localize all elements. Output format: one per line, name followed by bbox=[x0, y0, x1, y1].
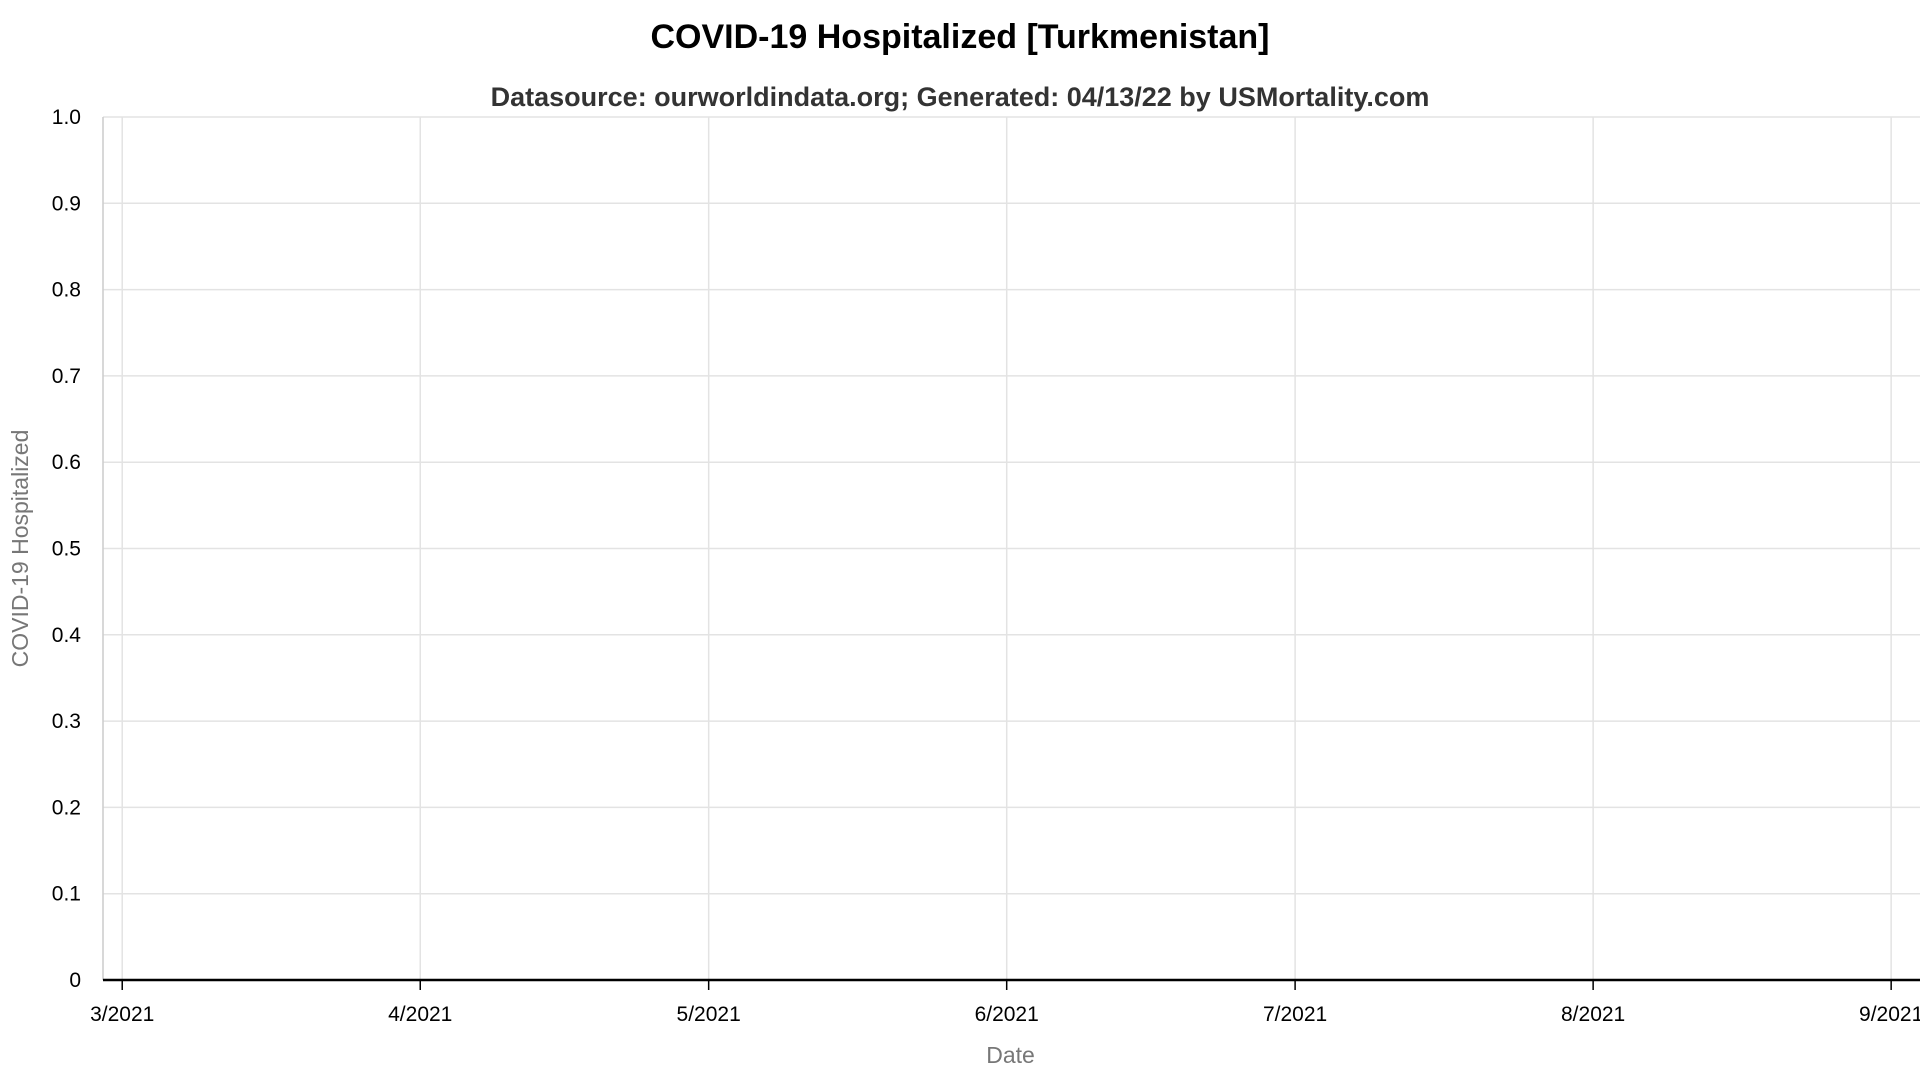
chart-subtitle: Datasource: ourworldindata.org; Generate… bbox=[490, 82, 1430, 112]
y-tick-label-10: 1.0 bbox=[52, 106, 81, 129]
x-tick-label-4: 7/2021 bbox=[1263, 1003, 1327, 1026]
x-tick-label-3: 6/2021 bbox=[975, 1003, 1039, 1026]
y-axis-title: COVID-19 Hospitalized bbox=[7, 430, 33, 668]
x-tick-label-2: 5/2021 bbox=[677, 1003, 741, 1026]
y-tick-label-3: 0.3 bbox=[52, 710, 81, 733]
x-axis-title: Date bbox=[986, 1042, 1035, 1068]
y-tick-label-0: 0 bbox=[69, 969, 81, 992]
x-tick-label-5: 8/2021 bbox=[1561, 1003, 1625, 1026]
x-tick-labels: 3/2021 4/2021 5/2021 6/2021 7/2021 8/2021 9/20… bbox=[90, 1003, 1920, 1026]
axis-layer bbox=[102, 117, 1892, 990]
y-tick-label-6: 0.6 bbox=[52, 451, 81, 474]
y-tick-label-2: 0.2 bbox=[52, 796, 81, 819]
chart-title: COVID-19 Hospitalized [Turkmenistan] bbox=[650, 18, 1270, 56]
y-tick-label-1: 0.1 bbox=[52, 883, 81, 906]
x-tick-label-6: 9/2021 bbox=[1859, 1003, 1920, 1026]
x-tick-label-1: 4/2021 bbox=[388, 1003, 452, 1026]
grid-layer bbox=[103, 116, 1920, 981]
y-tick-labels: 0 0.1 0.2 0.3 0.4 0.5 0.6 0.7 0.8 0.9 1.0 bbox=[52, 106, 82, 992]
y-tick-label-7: 0.7 bbox=[52, 365, 81, 388]
y-tick-label-4: 0.4 bbox=[52, 624, 82, 647]
y-tick-label-8: 0.8 bbox=[52, 279, 81, 302]
y-tick-label-5: 0.5 bbox=[52, 538, 81, 561]
x-tick-label-0: 3/2021 bbox=[90, 1003, 154, 1026]
y-tick-label-9: 0.9 bbox=[52, 192, 81, 215]
